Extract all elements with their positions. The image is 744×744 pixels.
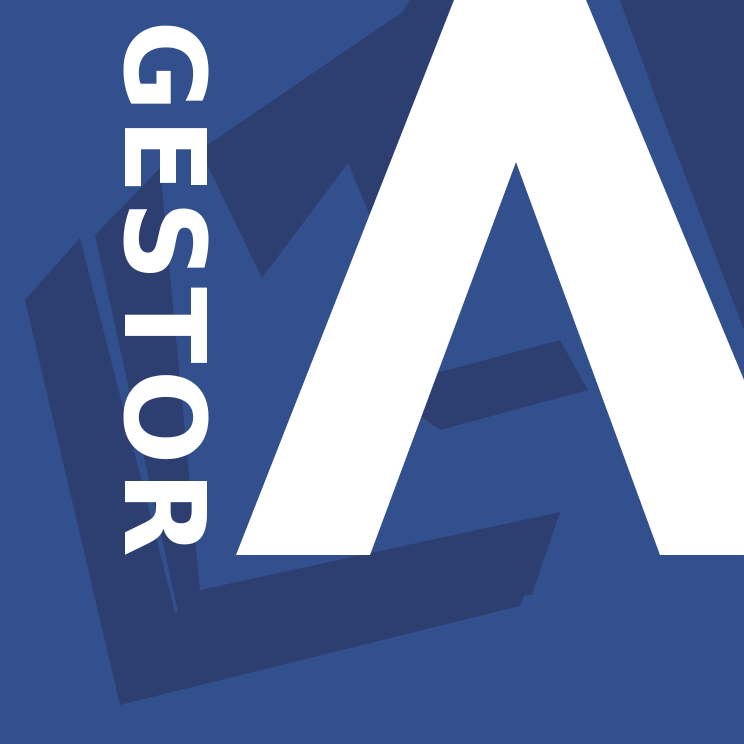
- letter-mark-a: [236, 0, 744, 555]
- brand-wordmark: GESTOR: [98, 20, 228, 563]
- chevron-stack-icon: [25, 0, 744, 705]
